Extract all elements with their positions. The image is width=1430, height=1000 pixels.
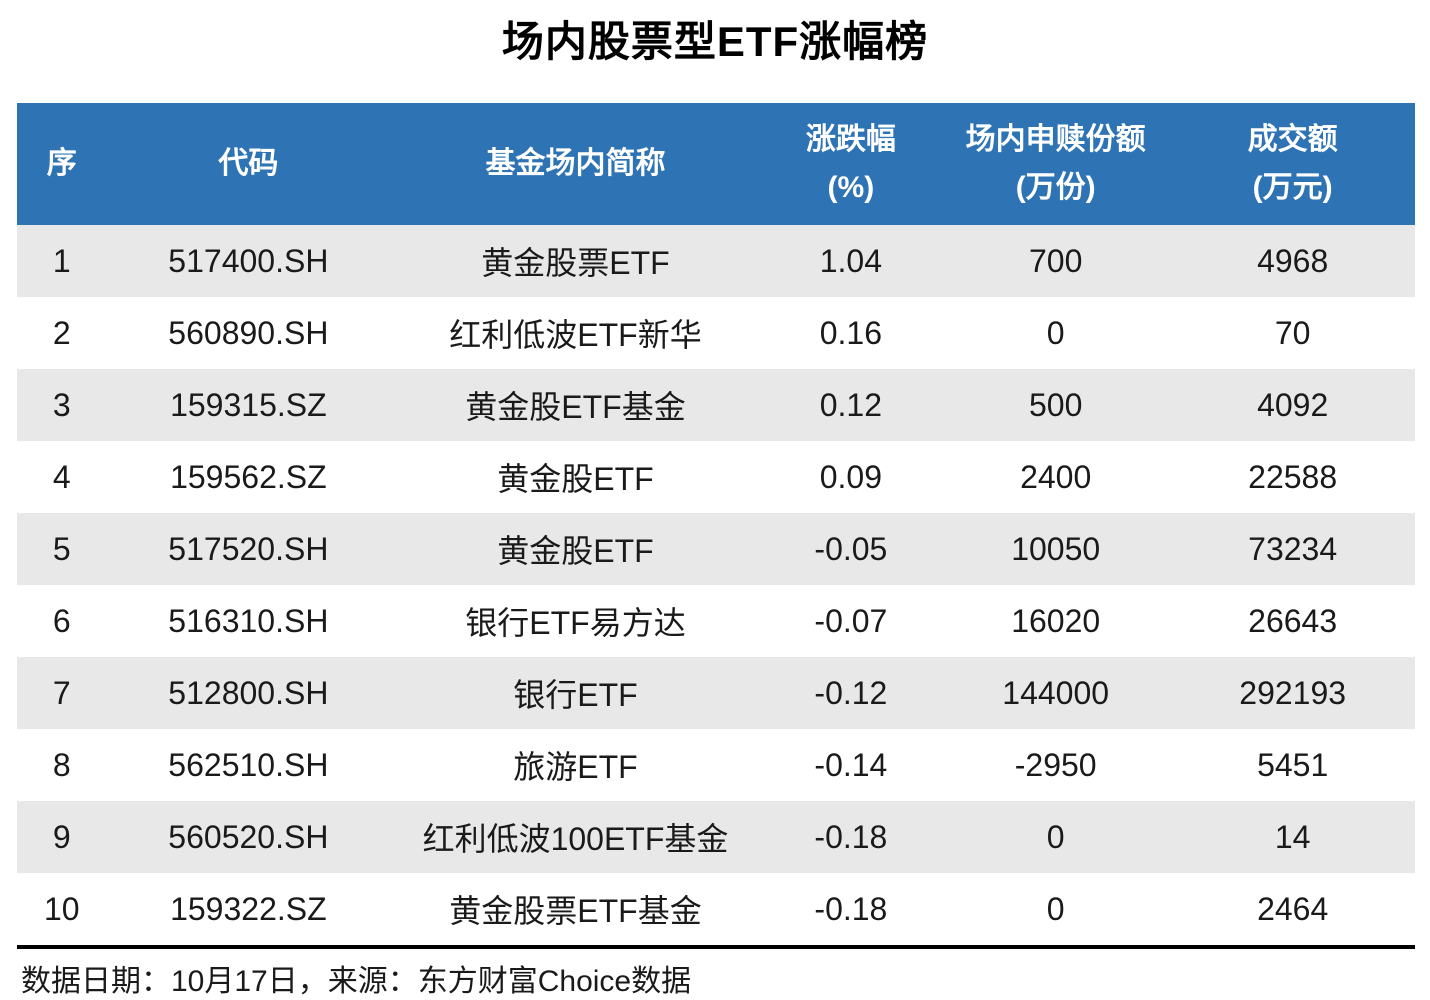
cell-code: 560890.SH xyxy=(168,314,329,351)
cell-change-pct: 0.09 xyxy=(819,458,883,495)
column-header-label: 场内申赎份额 xyxy=(965,123,1146,156)
cell-seq: 7 xyxy=(52,674,71,711)
cell-turnover: 70 xyxy=(1274,314,1311,351)
cell-seq: 9 xyxy=(52,818,71,855)
cell-change-pct: -0.14 xyxy=(814,746,888,783)
cell-seq: 8 xyxy=(52,746,71,783)
cell-seq: 2 xyxy=(52,314,71,351)
cell-fund-name: 黄金股票ETF基金 xyxy=(449,893,702,929)
data-source-note: 数据日期：10月17日，来源：东方财富Choice数据 xyxy=(17,945,1415,1000)
cell-seq: 6 xyxy=(52,602,71,639)
table-row: 4 159562.SZ 黄金股ETF 0.09 2400 22588 xyxy=(17,441,1415,513)
cell-turnover: 14 xyxy=(1274,818,1311,855)
cell-turnover: 26643 xyxy=(1248,602,1338,639)
cell-seq: 3 xyxy=(52,386,71,423)
cell-shares: 0 xyxy=(1046,818,1065,855)
cell-shares: 16020 xyxy=(1011,602,1101,639)
cell-code: 512800.SH xyxy=(168,674,329,711)
cell-change-pct: -0.07 xyxy=(814,602,888,639)
cell-fund-name: 黄金股ETF基金 xyxy=(465,389,686,425)
cell-shares: 500 xyxy=(1028,386,1083,423)
cell-change-pct: -0.05 xyxy=(814,530,888,567)
table-row: 7 512800.SH 银行ETF -0.12 144000 292193 xyxy=(17,657,1415,729)
cell-seq: 10 xyxy=(43,890,80,927)
column-header-sublabel: (万元) xyxy=(1252,171,1333,204)
cell-shares: -2950 xyxy=(1014,746,1097,783)
cell-seq: 5 xyxy=(52,530,71,567)
table-header: 序 代码 基金场内简称 涨跌幅 (%) xyxy=(17,103,1415,225)
table-row: 2 560890.SH 红利低波ETF新华 0.16 0 70 xyxy=(17,297,1415,369)
table-row: 10 159322.SZ 黄金股票ETF基金 -0.18 0 2464 xyxy=(17,873,1415,945)
cell-change-pct: -0.18 xyxy=(814,818,888,855)
cell-shares: 0 xyxy=(1046,314,1065,351)
etf-ranking-table: 序 代码 基金场内简称 涨跌幅 (%) xyxy=(17,103,1415,945)
cell-shares: 700 xyxy=(1028,242,1083,279)
cell-shares: 2400 xyxy=(1020,458,1092,495)
cell-change-pct: -0.18 xyxy=(814,890,888,927)
table-row: 3 159315.SZ 黄金股ETF基金 0.12 500 4092 xyxy=(17,369,1415,441)
column-header-sublabel: (万份) xyxy=(1015,171,1096,204)
cell-shares: 144000 xyxy=(1002,674,1110,711)
cell-change-pct: -0.12 xyxy=(814,674,888,711)
cell-seq: 1 xyxy=(52,242,71,279)
cell-turnover: 2464 xyxy=(1257,890,1329,927)
column-header-label: 成交额 xyxy=(1247,123,1338,156)
column-header-label: 涨跌幅 xyxy=(805,123,896,156)
cell-fund-name: 旅游ETF xyxy=(513,749,638,785)
cell-turnover: 292193 xyxy=(1239,674,1347,711)
table-row: 8 562510.SH 旅游ETF -0.14 -2950 5451 xyxy=(17,729,1415,801)
cell-code: 159562.SZ xyxy=(170,458,327,495)
table-body: 1 517400.SH 黄金股票ETF 1.04 700 4968 2 5608… xyxy=(17,225,1415,945)
cell-fund-name: 银行ETF xyxy=(513,677,638,713)
cell-shares: 0 xyxy=(1046,890,1065,927)
cell-code: 562510.SH xyxy=(168,746,329,783)
cell-change-pct: 1.04 xyxy=(819,242,883,279)
cell-code: 517400.SH xyxy=(168,242,329,279)
cell-change-pct: 0.12 xyxy=(819,386,883,423)
table-row: 9 560520.SH 红利低波100ETF基金 -0.18 0 14 xyxy=(17,801,1415,873)
column-header-fund-name: 基金场内简称 xyxy=(390,103,761,225)
cell-shares: 10050 xyxy=(1011,530,1101,567)
cell-change-pct: 0.16 xyxy=(819,314,883,351)
cell-fund-name: 红利低波ETF新华 xyxy=(449,317,702,353)
cell-code: 560520.SH xyxy=(168,818,329,855)
etf-ranking-table-container: 序 代码 基金场内简称 涨跌幅 (%) xyxy=(17,103,1415,1000)
cell-code: 516310.SH xyxy=(168,602,329,639)
cell-fund-name: 黄金股ETF xyxy=(497,461,654,497)
column-header-sublabel: (%) xyxy=(827,171,875,204)
cell-fund-name: 黄金股ETF xyxy=(497,533,654,569)
column-header-seq: 序 xyxy=(17,103,107,225)
table-row: 6 516310.SH 银行ETF易方达 -0.07 16020 26643 xyxy=(17,585,1415,657)
column-header-code: 代码 xyxy=(106,103,391,225)
table-row: 5 517520.SH 黄金股ETF -0.05 10050 73234 xyxy=(17,513,1415,585)
table-row: 1 517400.SH 黄金股票ETF 1.04 700 4968 xyxy=(17,225,1415,297)
column-header-label: 基金场内简称 xyxy=(485,147,666,180)
cell-turnover: 73234 xyxy=(1248,530,1338,567)
table-header-row: 序 代码 基金场内简称 涨跌幅 (%) xyxy=(17,103,1415,225)
cell-seq: 4 xyxy=(52,458,71,495)
cell-turnover: 4968 xyxy=(1257,242,1329,279)
cell-fund-name: 银行ETF易方达 xyxy=(465,605,686,641)
column-header-shares: 场内申赎份额 (万份) xyxy=(941,103,1171,225)
column-header-label: 序 xyxy=(46,147,77,180)
cell-turnover: 5451 xyxy=(1257,746,1329,783)
column-header-change-pct: 涨跌幅 (%) xyxy=(760,103,942,225)
cell-code: 159315.SZ xyxy=(170,386,327,423)
cell-turnover: 22588 xyxy=(1248,458,1338,495)
cell-fund-name: 黄金股票ETF xyxy=(481,245,670,281)
cell-fund-name: 红利低波100ETF基金 xyxy=(422,821,729,857)
column-header-label: 代码 xyxy=(218,147,279,180)
cell-code: 517520.SH xyxy=(168,530,329,567)
page-title: 场内股票型ETF涨幅榜 xyxy=(501,18,929,65)
cell-code: 159322.SZ xyxy=(170,890,327,927)
column-header-turnover: 成交额 (万元) xyxy=(1170,103,1415,225)
cell-turnover: 4092 xyxy=(1257,386,1329,423)
